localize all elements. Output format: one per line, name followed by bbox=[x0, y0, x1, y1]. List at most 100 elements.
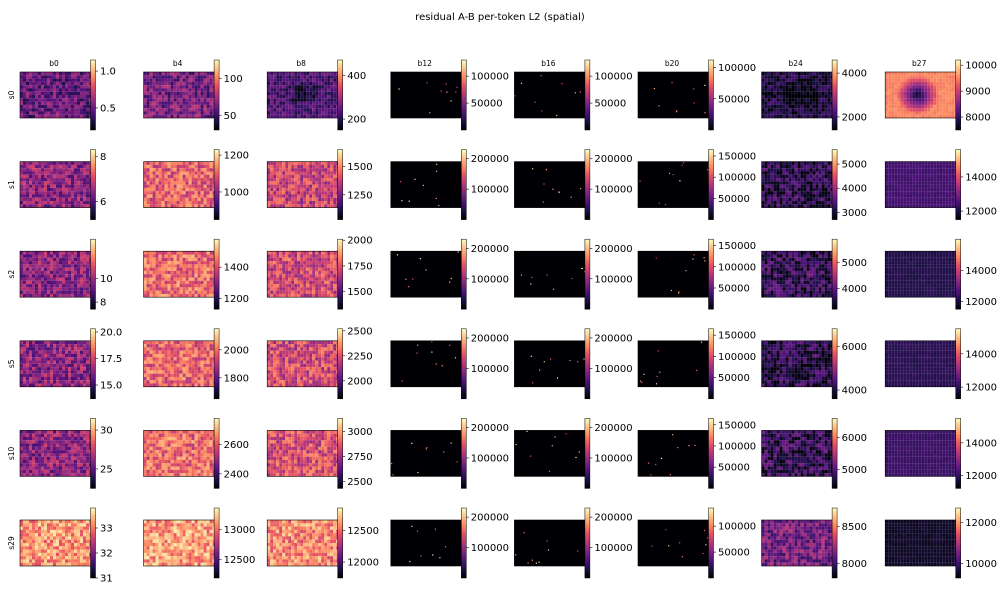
heatmap-cell bbox=[285, 277, 288, 280]
heatmap-cell bbox=[822, 181, 825, 184]
heatmap-cell bbox=[23, 171, 26, 174]
heatmap-cell bbox=[786, 95, 789, 98]
heatmap-cell bbox=[819, 88, 822, 91]
heatmap-cell bbox=[153, 261, 156, 264]
heatmap-cell bbox=[204, 201, 207, 204]
heatmap-cell bbox=[71, 115, 74, 118]
heatmap-outlier-cell bbox=[704, 85, 705, 86]
heatmap-cell bbox=[41, 175, 44, 178]
heatmap-cell bbox=[267, 162, 270, 165]
heatmap-cell bbox=[816, 102, 819, 105]
heatmap-cell bbox=[924, 115, 927, 118]
heatmap-cell bbox=[330, 72, 333, 75]
heatmap-cell bbox=[897, 162, 900, 165]
heatmap-cell bbox=[333, 287, 336, 290]
heatmap-cell bbox=[828, 98, 831, 101]
heatmap-cell bbox=[318, 95, 321, 98]
heatmap-cell bbox=[321, 92, 324, 95]
heatmap-cell bbox=[47, 102, 50, 105]
heatmap-cell bbox=[204, 294, 207, 297]
heatmap-cell bbox=[186, 162, 189, 165]
heatmap-cell bbox=[144, 85, 147, 88]
heatmap-cell bbox=[774, 258, 777, 261]
heatmap-cell bbox=[204, 165, 207, 168]
heatmap-cell bbox=[939, 108, 942, 111]
heatmap-cell bbox=[306, 72, 309, 75]
heatmap-cell bbox=[897, 111, 900, 114]
heatmap-cell bbox=[303, 175, 306, 178]
heatmap-cell bbox=[318, 168, 321, 171]
heatmap-cell bbox=[156, 294, 159, 297]
heatmap-cell bbox=[819, 198, 822, 201]
heatmap-cell bbox=[321, 82, 324, 85]
heatmap-cell bbox=[891, 85, 894, 88]
colorbar-tick-label: 400 bbox=[347, 71, 366, 82]
heatmap-cell bbox=[195, 79, 198, 82]
heatmap-cell bbox=[80, 178, 83, 181]
heatmap-cell bbox=[813, 88, 816, 91]
heatmap-cell bbox=[153, 79, 156, 82]
colorbar-tick-label: 150000 bbox=[718, 151, 756, 162]
heatmap-cell bbox=[285, 171, 288, 174]
heatmap-cell bbox=[279, 294, 282, 297]
heatmap-cell bbox=[147, 261, 150, 264]
heatmap-cell bbox=[333, 291, 336, 294]
heatmap-cell bbox=[177, 281, 180, 284]
heatmap-cell bbox=[86, 287, 89, 290]
heatmap-cell bbox=[915, 198, 918, 201]
heatmap-cell bbox=[303, 264, 306, 267]
heatmap-cell bbox=[276, 98, 279, 101]
heatmap-cell bbox=[32, 201, 35, 204]
heatmap-cell bbox=[77, 108, 80, 111]
heatmap-cell bbox=[795, 198, 798, 201]
heatmap-cell bbox=[50, 268, 53, 271]
heatmap-cell bbox=[150, 98, 153, 101]
heatmap-cell bbox=[885, 181, 888, 184]
heatmap-cell bbox=[165, 287, 168, 290]
heatmap-cell bbox=[168, 287, 171, 290]
heatmap-cell bbox=[885, 204, 888, 207]
heatmap-cell bbox=[174, 277, 177, 280]
colorbar bbox=[956, 60, 961, 130]
heatmap-cell bbox=[41, 162, 44, 165]
heatmap-cell bbox=[333, 105, 336, 108]
heatmap-cell bbox=[798, 92, 801, 95]
heatmap-cell bbox=[177, 277, 180, 280]
heatmap-cell bbox=[41, 268, 44, 271]
heatmap-cell bbox=[68, 251, 71, 254]
heatmap-cell bbox=[62, 102, 65, 105]
heatmap-cell bbox=[915, 108, 918, 111]
heatmap-cell bbox=[330, 85, 333, 88]
heatmap-cell bbox=[798, 258, 801, 261]
heatmap-cell bbox=[795, 102, 798, 105]
heatmap-cell bbox=[153, 294, 156, 297]
heatmap-cell bbox=[801, 277, 804, 280]
heatmap-cell bbox=[321, 188, 324, 191]
heatmap-cell bbox=[885, 92, 888, 95]
heatmap-cell bbox=[762, 271, 765, 274]
heatmap-cell bbox=[765, 185, 768, 188]
heatmap-cell bbox=[804, 168, 807, 171]
heatmap-cell bbox=[47, 194, 50, 197]
heatmap-cell bbox=[201, 277, 204, 280]
colorbar-tick-label: 14000 bbox=[965, 172, 997, 183]
heatmap-cell bbox=[83, 85, 86, 88]
heatmap-cell bbox=[23, 264, 26, 267]
heatmap-cell bbox=[324, 264, 327, 267]
heatmap-cell bbox=[303, 268, 306, 271]
heatmap-cell bbox=[915, 98, 918, 101]
heatmap-cell bbox=[825, 264, 828, 267]
heatmap-cell bbox=[300, 291, 303, 294]
heatmap-cell bbox=[201, 162, 204, 165]
heatmap-cell bbox=[315, 264, 318, 267]
heatmap-cell bbox=[44, 115, 47, 118]
heatmap-cell bbox=[300, 72, 303, 75]
heatmap-cell bbox=[915, 162, 918, 165]
heatmap-cell bbox=[35, 75, 38, 78]
heatmap-cell bbox=[162, 108, 165, 111]
heatmap-cell bbox=[786, 291, 789, 294]
heatmap-cell bbox=[44, 271, 47, 274]
heatmap-cell bbox=[333, 115, 336, 118]
heatmap-cell bbox=[198, 191, 201, 194]
heatmap-cell bbox=[330, 102, 333, 105]
